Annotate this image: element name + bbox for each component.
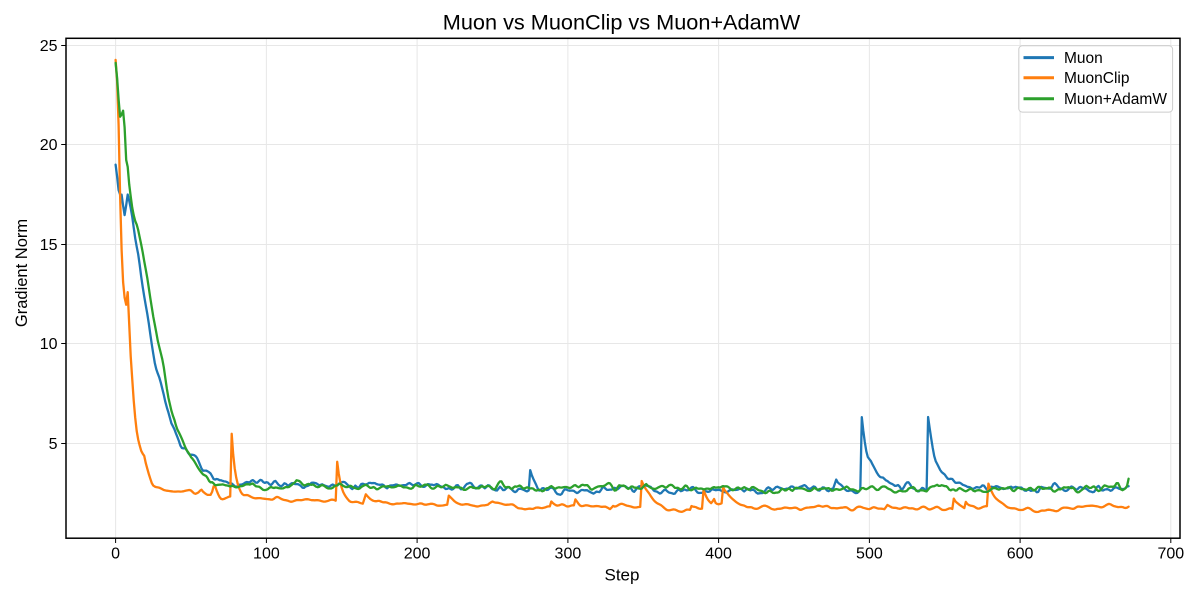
svg-text:0: 0 [111, 546, 120, 563]
svg-text:10: 10 [40, 336, 58, 353]
svg-text:300: 300 [555, 546, 582, 563]
svg-text:600: 600 [1007, 546, 1034, 563]
svg-text:15: 15 [40, 237, 58, 254]
svg-text:Step: Step [605, 566, 640, 585]
svg-text:200: 200 [404, 546, 431, 563]
svg-text:Muon vs MuonClip vs Muon+AdamW: Muon vs MuonClip vs Muon+AdamW [443, 9, 801, 34]
svg-text:Muon: Muon [1064, 50, 1103, 67]
svg-text:400: 400 [705, 546, 732, 563]
svg-text:20: 20 [40, 137, 58, 154]
svg-text:25: 25 [40, 38, 58, 55]
svg-text:Muon+AdamW: Muon+AdamW [1064, 91, 1167, 108]
svg-text:100: 100 [253, 546, 280, 563]
svg-text:Gradient Norm: Gradient Norm [13, 219, 31, 327]
svg-text:MuonClip: MuonClip [1064, 70, 1129, 87]
svg-text:700: 700 [1157, 546, 1184, 563]
svg-text:500: 500 [856, 546, 883, 563]
svg-text:5: 5 [49, 436, 58, 453]
